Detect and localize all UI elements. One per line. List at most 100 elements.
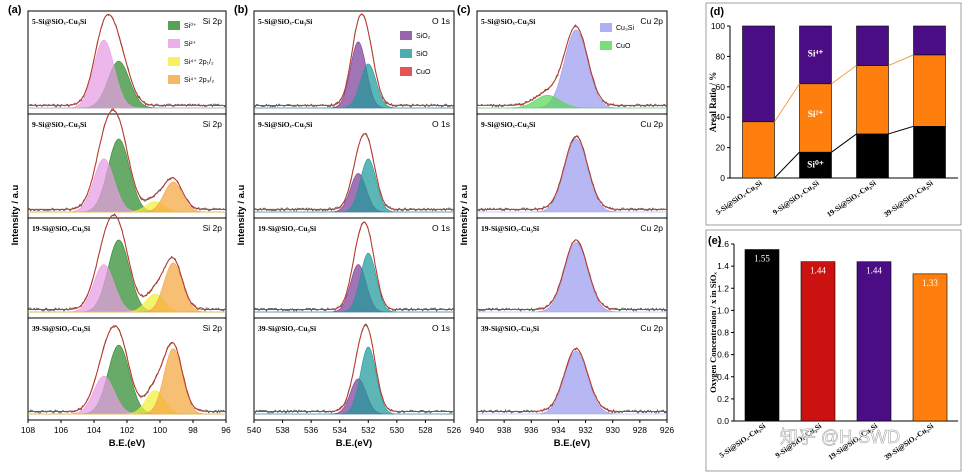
x-tick-label: 934 (551, 425, 565, 435)
fit-envelope-line (28, 109, 226, 210)
peak-CuSi-area (477, 29, 667, 109)
fit-envelope-line (28, 325, 226, 412)
x-tick-label: 528 (418, 425, 432, 435)
core-level-label: Cu 2p (640, 16, 663, 26)
y-tick-label: 0.8 (717, 328, 729, 338)
legend-entry: SiO (416, 51, 428, 58)
connector-line (774, 125, 914, 179)
subplot-c-2: 9-Si@SiOₓ-Cu₃Si Cu 2p (476, 113, 668, 219)
subplot-c-1: 5-Si@SiOₓ-Cu₃Si Cu 2p (476, 10, 668, 115)
legend-entry: CuO (416, 69, 431, 76)
legend-entry: SiO₂ (416, 33, 431, 40)
sample-label: 9-Si@SiOₓ-Cu₃Si (481, 120, 535, 129)
sample-label: 19-Si@SiOₓ-Cu₃Si (481, 224, 539, 233)
x-tick-label: 5-Si@SiOₓ-Cu₃Si (714, 178, 764, 217)
x-tick-label: 926 (660, 425, 674, 435)
panel-b: (b) 5-Si@SiOₓ-Cu₃Si O 1s 9-Si@SiOₓ-Cu₃Si O 1… (234, 4, 461, 449)
panel-label: (e) (708, 235, 722, 247)
subplot-c-3: 19-Si@SiOₓ-Cu₃Si Cu 2p (476, 217, 668, 319)
peak-CuO-area (477, 95, 667, 109)
sample-label: 39-Si@SiOₓ-Cu₃Si (258, 324, 316, 333)
peak-SiO-area (254, 158, 454, 213)
panel-d-frame (705, 2, 962, 226)
peak-SiO-area (254, 252, 454, 313)
data-label: 1.44 (810, 266, 826, 276)
subplot-a-2: 9-Si@SiOₓ-Cu₃Si Si 2p (27, 108, 227, 219)
legend-entry: Si²⁺ (184, 41, 197, 48)
subplot-frame (476, 317, 668, 421)
y-tick-label: 1.4 (717, 261, 729, 271)
bar-19-Si (856, 25, 889, 66)
legend-swatch (168, 21, 180, 30)
fit-envelope-line (477, 239, 667, 310)
x-tick-label: 932 (578, 425, 592, 435)
bar-19-Si (856, 65, 889, 135)
fit-envelope-line (477, 347, 667, 412)
panel-label: (c) (457, 4, 471, 16)
peak-Si-area (28, 39, 226, 109)
panel-e: (e) 0.0 0.2 0.4 0.6 0.8 1.0 1.2 1.4 1.6 Oxygen Con… (705, 229, 962, 472)
bar-19-Si (856, 133, 889, 179)
legend-a: Si⁰⁺ Si²⁺ Si⁴⁺ 2p₁/₂ Si⁴⁺ 2p₃/₂ (168, 21, 214, 84)
y-axis-label: Intensity / a.u (10, 184, 21, 245)
fit-envelope-line (28, 214, 226, 310)
fit-envelope-line (28, 13, 226, 106)
peak-Si2p-area (28, 181, 226, 213)
subplot-b-4: 39-Si@SiOₓ-Cu₃Si O 1s (253, 317, 455, 421)
legend-swatch (168, 57, 180, 66)
fit-envelope-line (254, 13, 454, 106)
x-tick-label: 108 (21, 425, 35, 435)
core-level-label: Si 2p (203, 119, 223, 129)
sample-label: 39-Si@SiOₓ-Cu₃Si (481, 324, 539, 333)
panel-c: (c) 5-Si@SiOₓ-Cu₃Si Cu 2p 9-Si@SiOₓ-Cu₃Si Cu… (457, 4, 674, 449)
bar-5-Si (742, 25, 775, 123)
legend-swatch (600, 23, 612, 32)
bar-39 (912, 273, 948, 422)
peak-Si2p-area (28, 348, 226, 415)
peak-Si2p-area (28, 262, 226, 313)
y-tick-label: 0.0 (717, 416, 729, 426)
y-tick-label: 20 (716, 143, 726, 153)
x-tick-label: 928 (633, 425, 647, 435)
legend-swatch (400, 67, 412, 76)
core-level-label: O 1s (432, 16, 450, 26)
x-tick-label: 106 (54, 425, 68, 435)
bar-annotation: Si⁰⁺ (807, 159, 824, 170)
sample-label: 9-Si@SiOₓ-Cu₃Si (258, 120, 312, 129)
core-level-label: Cu 2p (640, 223, 663, 233)
core-level-label: Si 2p (203, 16, 223, 26)
data-label: 1.55 (754, 254, 770, 264)
y-tick-label: 1.6 (717, 239, 729, 249)
bar-39-Si (913, 54, 946, 127)
data-label: 1.33 (922, 278, 938, 288)
x-tick-label: 534 (333, 425, 347, 435)
subplot-frame (253, 317, 455, 421)
x-tick-label: 526 (447, 425, 461, 435)
x-tick-label: 530 (390, 425, 404, 435)
fit-envelope-line (254, 324, 454, 412)
x-tick-label: 39-Si@SiOₓ-Cu₃Si (882, 178, 935, 219)
peak-CuSi-area (477, 242, 667, 313)
sample-label: 39-Si@SiOₓ-Cu₃Si (32, 324, 90, 333)
x-axis-label: B.E.(eV) (336, 438, 372, 449)
legend-entry: Si⁴⁺ 2p₃/₂ (184, 77, 214, 84)
sample-label: 5-Si@SiOₓ-Cu₃Si (32, 17, 86, 26)
core-level-label: Cu 2p (640, 119, 663, 129)
legend-swatch (168, 75, 180, 84)
subplot-b-1: 5-Si@SiOₓ-Cu₃Si O 1s (253, 10, 455, 115)
legend-swatch (600, 41, 612, 50)
bar-19 (856, 261, 892, 422)
core-level-label: O 1s (432, 323, 450, 333)
subplot-b-3: 19-Si@SiOₓ-Cu₃Si O 1s (253, 217, 455, 319)
sample-label: 9-Si@SiOₓ-Cu₃Si (32, 120, 86, 129)
sample-label: 5-Si@SiOₓ-Cu₃Si (481, 17, 535, 26)
legend-swatch (168, 39, 180, 48)
y-tick-label: 100 (711, 21, 725, 31)
x-tick-label: 538 (275, 425, 289, 435)
peak-CuSi-area (477, 138, 667, 213)
fit-envelope-line (254, 221, 454, 310)
panel-a: (a) 5-Si@SiOₓ-Cu₃Si Si 2p 9-Si@SiOₓ-Cu₃Si Si… (8, 4, 231, 449)
peak-SiO-area (254, 346, 454, 415)
sample-label: 5-Si@SiOₓ-Cu₃Si (258, 17, 312, 26)
